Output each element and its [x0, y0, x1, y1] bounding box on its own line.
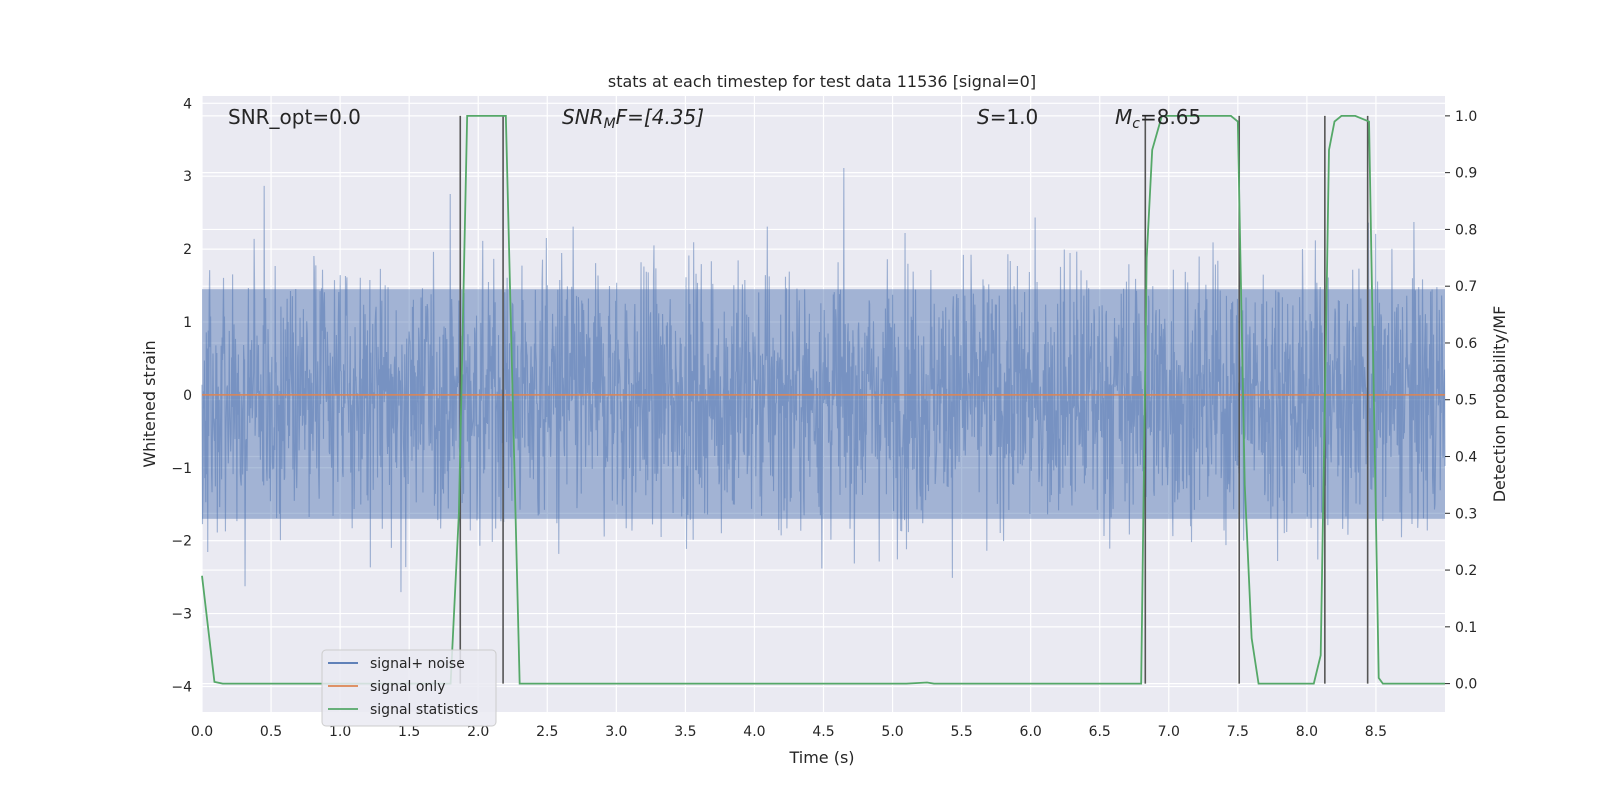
- x-tick-label: 0.5: [260, 724, 282, 740]
- x-tick-label: 4.5: [812, 724, 834, 740]
- y-right-tick-label: 0.6: [1455, 336, 1477, 352]
- y-right-tick-label: 0.0: [1455, 677, 1477, 693]
- y-right-tick-label: 0.1: [1455, 620, 1477, 636]
- mc-subscript: c: [1132, 116, 1140, 132]
- x-tick-label: 8.5: [1365, 724, 1387, 740]
- y-left-tick-label: 4: [183, 96, 192, 112]
- s-annotation: S=1.0: [977, 105, 1038, 129]
- horizontal-grid: [202, 102, 1445, 688]
- y-right-tick-label: 0.9: [1455, 166, 1477, 182]
- signal-statistics-line: [201, 114, 1445, 685]
- snr-mf-rest: F=[4.35]: [616, 105, 704, 129]
- y-right-tick-label: 0.4: [1455, 450, 1477, 466]
- y-left-tick-label: −3: [171, 607, 192, 623]
- snr-opt-annotation: SNR_opt=0.0: [228, 105, 361, 129]
- s-main: S: [977, 105, 990, 129]
- y-right-axis-label: Detection probability/MF: [1490, 306, 1509, 503]
- snr-mf-main: SNR: [562, 105, 604, 129]
- y-left-tick-label: 0: [183, 388, 192, 404]
- y-right-tick-label: 0.8: [1455, 222, 1477, 238]
- y-right-tick-labels: 1.0 0.9 0.8 0.7 0.6 0.5 0.4 0.3 0.2 0.1 0.0: [1445, 109, 1477, 693]
- x-tick-label: 2.5: [536, 724, 558, 740]
- y-right-tick-label: 0.7: [1455, 279, 1477, 295]
- y-left-tick-label: 2: [183, 242, 192, 258]
- legend: signal+ noise signal only signal statist…: [321, 649, 497, 727]
- snr-mf-subscript: M: [604, 116, 616, 132]
- x-tick-label: 3.0: [605, 724, 627, 740]
- legend-label-signal-statistics: signal statistics: [370, 702, 478, 718]
- y-right-tick-label: 1.0: [1455, 109, 1477, 125]
- y-left-tick-label: −4: [171, 679, 192, 695]
- y-right-tick-label: 0.2: [1455, 563, 1477, 579]
- x-tick-label: 2.0: [467, 724, 489, 740]
- mc-rest: =8.65: [1140, 105, 1201, 129]
- x-tick-label: 0.0: [191, 724, 213, 740]
- x-tick-label: 7.0: [1158, 724, 1180, 740]
- s-rest: =1.0: [990, 105, 1039, 129]
- x-tick-label: 5.5: [950, 724, 972, 740]
- x-tick-label: 5.0: [881, 724, 903, 740]
- signal-noise-series: [201, 168, 1446, 593]
- mc-main: M: [1115, 105, 1132, 129]
- x-axis-label: Time (s): [788, 748, 854, 767]
- x-tick-labels: 0.0 0.5 1.0 1.5 2.0 2.5 3.0 3.5 4.0 4.5 5.0 5.5 6.0 6…: [191, 724, 1387, 740]
- x-tick-label: 3.5: [674, 724, 696, 740]
- x-tick-label: 6.0: [1020, 724, 1042, 740]
- y-left-tick-labels: 4 3 2 1 0 −1 −2 −3 −4: [171, 96, 192, 695]
- chart-title: stats at each timestep for test data 115…: [608, 72, 1036, 91]
- legend-label-signal-only: signal only: [370, 679, 445, 695]
- y-left-tick-label: 1: [183, 315, 192, 331]
- x-tick-label: 4.0: [743, 724, 765, 740]
- y-left-axis-label: Whitened strain: [140, 340, 159, 467]
- y-left-tick-label: −1: [171, 461, 192, 477]
- x-tick-label: 6.5: [1089, 724, 1111, 740]
- y-left-tick-label: 3: [183, 169, 192, 185]
- x-tick-label: 1.0: [329, 724, 351, 740]
- signal-noise-trace: [201, 168, 1446, 593]
- signal-noise-band: [202, 289, 1445, 519]
- snr-mf-annotation: SNRMF=[4.35]: [562, 105, 704, 132]
- x-tick-label: 7.5: [1227, 724, 1249, 740]
- legend-box: [321, 649, 497, 727]
- x-tick-label: 1.5: [398, 724, 420, 740]
- y-right-tick-label: 0.5: [1455, 393, 1477, 409]
- mc-annotation: Mc=8.65: [1115, 105, 1201, 132]
- y-left-tick-label: −2: [171, 534, 192, 550]
- legend-label-signal-noise: signal+ noise: [370, 656, 465, 672]
- y-right-tick-label: 0.3: [1455, 506, 1477, 522]
- x-tick-label: 8.0: [1296, 724, 1318, 740]
